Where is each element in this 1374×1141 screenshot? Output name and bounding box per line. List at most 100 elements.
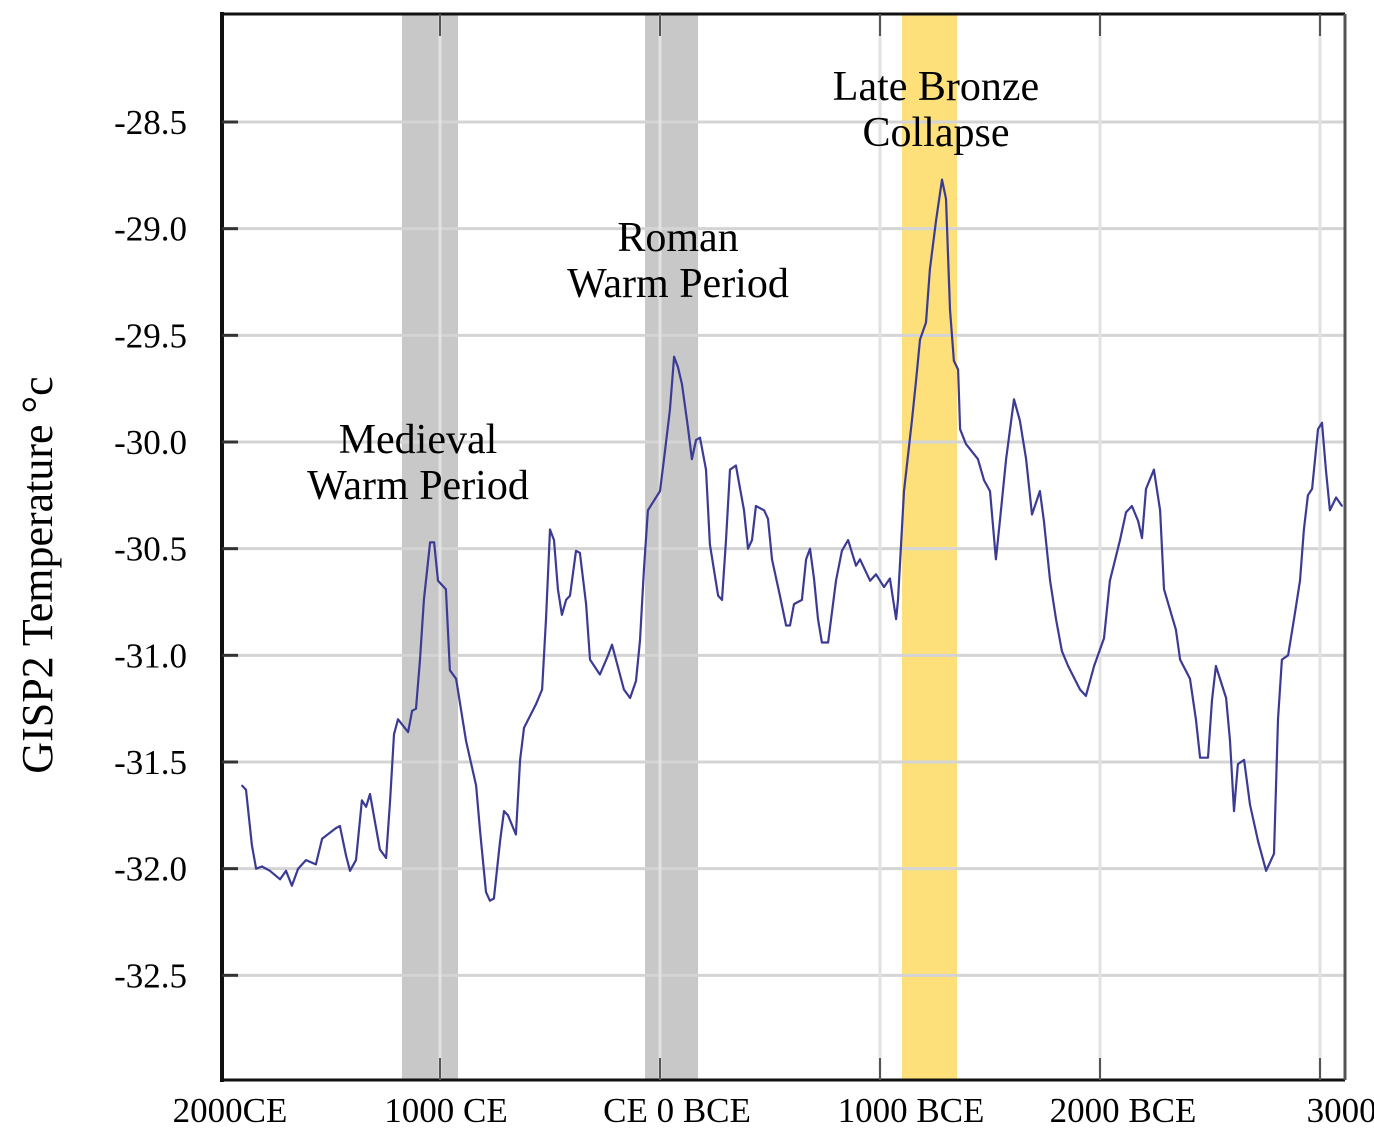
data-point	[1211, 699, 1213, 701]
data-point	[445, 588, 447, 591]
data-point	[767, 517, 769, 520]
data-point	[809, 547, 811, 550]
data-point	[565, 599, 567, 601]
data-point	[699, 436, 701, 439]
data-point	[977, 458, 979, 460]
data-point	[945, 197, 947, 200]
data-point	[397, 718, 399, 721]
x-tick-label: 2000 BCE	[1050, 1091, 1197, 1130]
data-point	[623, 688, 625, 691]
y-tick-label: -30.5	[114, 530, 187, 569]
data-point	[813, 577, 815, 580]
data-point	[493, 897, 495, 900]
data-point	[321, 837, 323, 840]
data-point	[903, 490, 905, 492]
data-point	[245, 788, 247, 791]
data-point	[817, 618, 819, 620]
data-point	[1137, 520, 1139, 522]
data-point	[687, 426, 689, 428]
data-point	[1277, 718, 1279, 721]
data-point	[355, 859, 357, 861]
data-point	[523, 727, 525, 729]
series-layer	[241, 178, 1343, 902]
y-tick-label: -30.0	[114, 423, 187, 462]
band-label: Roman	[617, 215, 738, 261]
data-point	[1299, 579, 1301, 582]
data-point	[1103, 637, 1105, 640]
data-point	[569, 594, 571, 597]
data-point	[695, 439, 697, 441]
data-point	[291, 884, 293, 887]
data-point	[1109, 579, 1111, 582]
x-axis-ticks: 2000CE 1000 CE CE 0 BCE 1000 BCE 2000 BCE 300…	[173, 14, 1374, 1130]
band-label: Late Bronze	[833, 64, 1039, 110]
data-point	[1307, 494, 1309, 497]
data-point	[429, 541, 431, 544]
y-axis-ticks: -28.5 -29.0 -29.5 -30.0 -30.5 -31.0 -31.5 -32.0…	[114, 103, 238, 995]
data-point	[875, 573, 877, 576]
data-point	[1265, 869, 1267, 872]
data-point	[1179, 658, 1181, 661]
data-point	[659, 490, 661, 492]
data-point	[519, 759, 521, 761]
data-point	[407, 731, 409, 733]
data-point	[515, 833, 517, 836]
data-point	[285, 869, 287, 872]
data-point	[361, 799, 363, 802]
data-point	[345, 855, 347, 857]
data-point	[1237, 763, 1239, 765]
data-point	[1125, 511, 1127, 514]
data-point	[869, 579, 871, 582]
data-point	[841, 549, 843, 552]
data-point	[983, 479, 985, 482]
data-point	[677, 366, 679, 369]
data-point	[1055, 618, 1057, 620]
data-point	[269, 869, 271, 872]
data-point	[503, 810, 505, 812]
data-point	[763, 509, 765, 512]
data-point	[1093, 665, 1095, 667]
data-point	[1329, 509, 1331, 512]
data-point	[557, 588, 559, 591]
x-tick-label: 1000 CE	[384, 1091, 507, 1130]
data-point	[393, 733, 395, 736]
data-point	[639, 639, 641, 642]
data-point	[437, 579, 439, 582]
data-point	[1153, 468, 1155, 471]
data-point	[1061, 650, 1063, 652]
data-point	[629, 697, 631, 699]
data-point	[949, 308, 951, 311]
y-tick-label: -31.5	[114, 743, 187, 782]
data-point	[579, 552, 581, 554]
data-point	[855, 564, 857, 567]
data-point	[261, 865, 263, 868]
data-point	[1311, 488, 1313, 490]
data-point	[847, 539, 849, 541]
data-point	[935, 219, 937, 222]
data-point	[673, 355, 675, 358]
data-point	[793, 603, 795, 605]
data-point	[423, 599, 425, 601]
data-point	[995, 558, 997, 561]
data-point	[647, 509, 649, 512]
data-point	[721, 599, 723, 601]
data-point	[297, 867, 299, 870]
y-tick-label: -28.5	[114, 103, 187, 142]
data-point	[957, 368, 959, 371]
data-point	[575, 549, 577, 552]
data-point	[1317, 428, 1319, 431]
data-point	[1031, 513, 1033, 516]
data-point	[1005, 458, 1007, 460]
data-point	[895, 618, 897, 620]
band-2	[902, 14, 957, 1080]
data-point	[883, 586, 885, 588]
band-label: Medieval	[339, 417, 498, 463]
data-point	[925, 321, 927, 324]
data-point	[379, 848, 381, 851]
data-point	[911, 419, 913, 422]
data-point	[1019, 419, 1021, 422]
x-tick-label: 1000 BCE	[838, 1091, 985, 1130]
data-point	[419, 658, 421, 661]
data-point	[485, 891, 487, 893]
